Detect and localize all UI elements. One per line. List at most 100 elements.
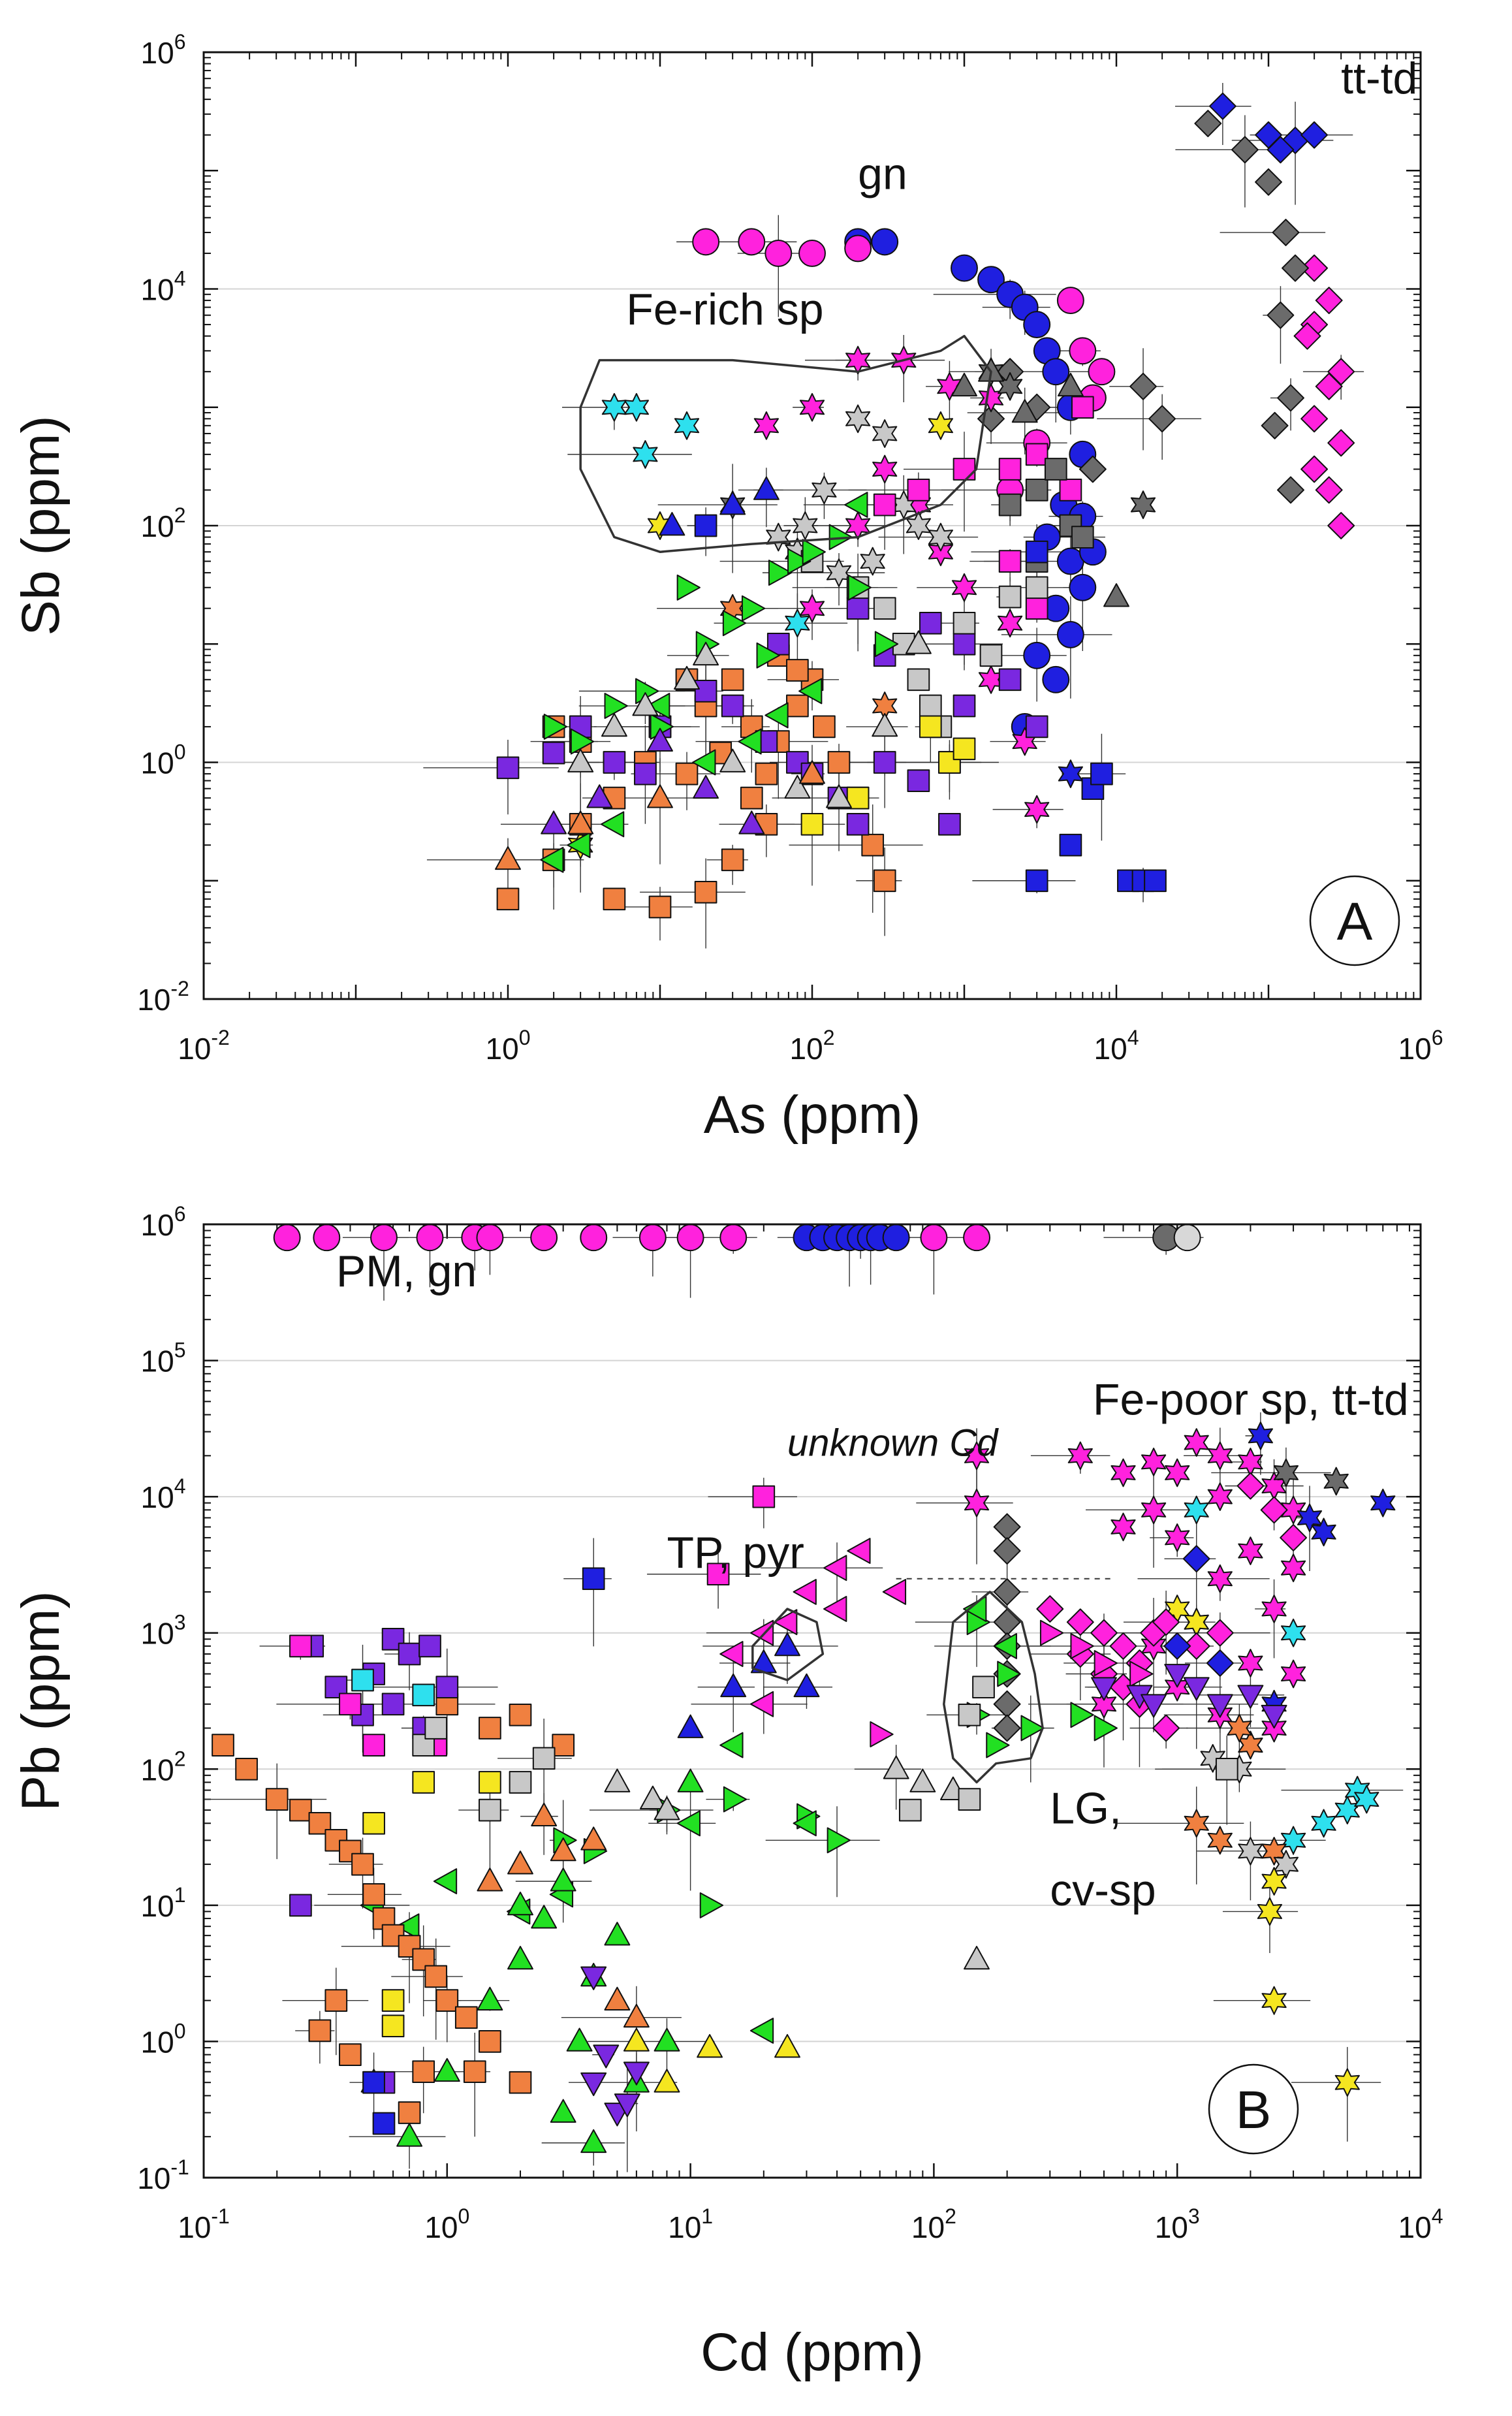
data-point-triangle-right bbox=[676, 574, 701, 601]
series-sp-stars-grey-open- bbox=[766, 404, 954, 587]
data-point-square bbox=[582, 1567, 605, 1591]
y-tick-label: 101 bbox=[141, 1883, 186, 1923]
data-point-star bbox=[928, 522, 954, 552]
data-point-triangle-up bbox=[507, 1851, 533, 1875]
data-point-triangle-up bbox=[604, 1922, 631, 1946]
data-point-triangle-left bbox=[646, 693, 670, 719]
data-point-diamond bbox=[1300, 455, 1329, 483]
data-point-star bbox=[1311, 1809, 1336, 1838]
data-point-triangle-up bbox=[693, 641, 719, 666]
data-point-square bbox=[381, 1693, 405, 1716]
series-triangles-grey- bbox=[604, 1755, 990, 1970]
data-point-diamond bbox=[1231, 136, 1259, 164]
data-point-diamond bbox=[1277, 476, 1304, 504]
data-point-square bbox=[972, 1676, 995, 1699]
data-point-square bbox=[998, 550, 1022, 573]
data-point-triangle-up bbox=[647, 727, 673, 752]
x-tick-label: 10-2 bbox=[178, 1026, 230, 1066]
panel-label-circle bbox=[1208, 2063, 1299, 2155]
data-point-square bbox=[398, 1642, 421, 1666]
data-point-square bbox=[308, 2019, 332, 2042]
data-point-square bbox=[1144, 869, 1167, 893]
data-point-star bbox=[1207, 1826, 1233, 1855]
data-point-star bbox=[1207, 1441, 1233, 1470]
data-point-circle bbox=[1173, 1224, 1201, 1252]
data-point-circle bbox=[1088, 358, 1116, 386]
data-point-triangle-up bbox=[905, 630, 932, 654]
data-point-triangle-up bbox=[872, 712, 898, 737]
data-point-square bbox=[1090, 762, 1113, 786]
data-point-star bbox=[1165, 1523, 1190, 1552]
x-axis-title: Cd (ppm) bbox=[701, 2323, 924, 2382]
data-point-square bbox=[740, 786, 763, 810]
data-point-square bbox=[479, 2030, 501, 2053]
data-point-triangle-left bbox=[844, 492, 868, 518]
data-point-star bbox=[1110, 1512, 1136, 1542]
panel-label: B bbox=[1236, 2080, 1272, 2140]
series-gn bbox=[844, 228, 1107, 740]
data-point-triangle-up bbox=[909, 1768, 936, 1792]
series-triangles-orange- bbox=[477, 1802, 650, 2028]
data-point-circle bbox=[719, 1224, 748, 1252]
data-point-diamond bbox=[993, 1537, 1021, 1565]
data-point-triangle-up bbox=[396, 2123, 423, 2147]
data-point-star bbox=[793, 511, 818, 540]
data-point-diamond bbox=[1066, 1608, 1094, 1636]
data-point-circle bbox=[676, 1224, 704, 1252]
x-tick-label: 102 bbox=[911, 2204, 956, 2244]
series-triangles-right-green- bbox=[543, 524, 899, 755]
data-point-diamond bbox=[1036, 1595, 1064, 1623]
data-point-diamond bbox=[1280, 1523, 1308, 1551]
series-triangles-right-magenta- bbox=[870, 1619, 1154, 1747]
data-point-square bbox=[873, 493, 896, 517]
data-point-square bbox=[398, 2101, 421, 2124]
data-point-star bbox=[1334, 2068, 1360, 2097]
data-point-square bbox=[766, 632, 790, 656]
data-point-square bbox=[634, 762, 657, 786]
data-point-star bbox=[1200, 1743, 1225, 1773]
data-point-square bbox=[958, 1788, 981, 1811]
data-point-triangle-left bbox=[963, 1596, 987, 1622]
data-point-triangle-down bbox=[1141, 1694, 1167, 1718]
data-point-triangle-up bbox=[566, 2027, 593, 2052]
data-point-circle bbox=[638, 1224, 667, 1252]
data-point-triangle-left bbox=[600, 811, 625, 838]
data-point-circle bbox=[1042, 665, 1070, 693]
data-point-square bbox=[998, 493, 1022, 517]
data-point-triangle-up bbox=[799, 760, 825, 784]
panel-label: A bbox=[1337, 892, 1373, 951]
data-point-star bbox=[785, 609, 810, 638]
data-point-square bbox=[675, 762, 699, 786]
data-point-square bbox=[212, 1734, 234, 1756]
data-point-square bbox=[907, 769, 930, 792]
data-point-triangle-down bbox=[623, 2061, 650, 2086]
data-point-triangle-down bbox=[580, 1966, 607, 1990]
data-point-square bbox=[953, 611, 976, 635]
data-point-triangle-up bbox=[632, 692, 659, 716]
data-point-square bbox=[509, 1703, 532, 1726]
data-point-diamond bbox=[1208, 92, 1236, 120]
data-point-triangle-up bbox=[964, 1945, 990, 1970]
data-point-circle bbox=[530, 1224, 558, 1252]
data-point-square bbox=[289, 1798, 312, 1822]
data-point-triangle-down bbox=[580, 2072, 607, 2097]
data-point-square bbox=[412, 1683, 435, 1707]
data-point-triangle-up bbox=[753, 476, 780, 500]
data-point-star bbox=[1311, 1518, 1336, 1547]
data-point-square bbox=[800, 812, 824, 836]
series-squares-yellow- bbox=[362, 1771, 501, 2038]
data-point-star bbox=[928, 411, 954, 440]
data-point-triangle-down bbox=[1183, 1677, 1210, 1701]
data-point-triangle-up bbox=[477, 1986, 503, 2011]
data-point-star bbox=[1354, 1785, 1379, 1814]
data-point-circle bbox=[871, 228, 899, 256]
data-point-diamond bbox=[1277, 384, 1304, 412]
y-axis-title: Sb (ppm) bbox=[11, 415, 71, 635]
data-point-triangle-up bbox=[883, 1755, 909, 1779]
series-triangles-left-green- bbox=[360, 1596, 1017, 2044]
data-point-triangle-right bbox=[543, 713, 568, 740]
data-point-square bbox=[265, 1788, 289, 1811]
series-sp-stars-dark-grey- bbox=[720, 357, 1156, 519]
data-point-square bbox=[542, 741, 565, 765]
y-tick-label: 104 bbox=[141, 1474, 186, 1514]
